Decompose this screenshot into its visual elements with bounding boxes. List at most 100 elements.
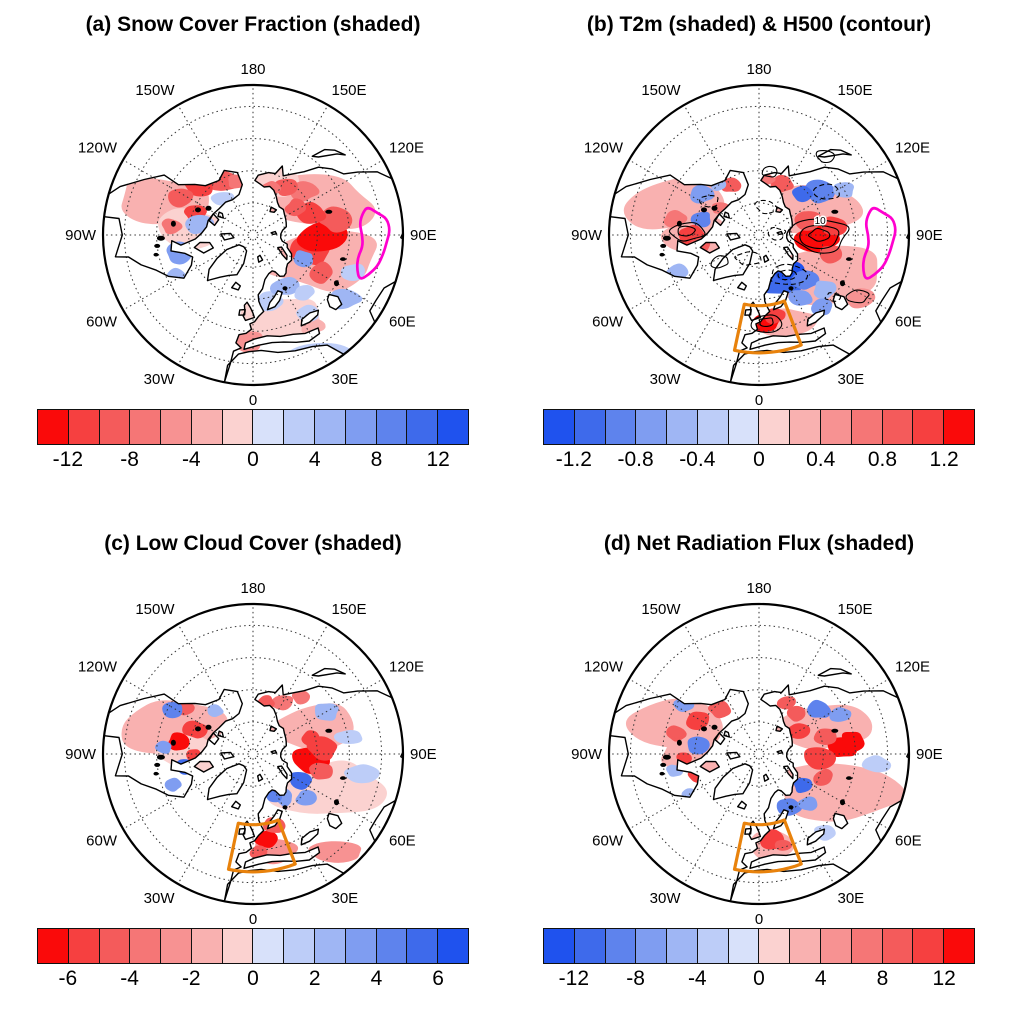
colorbar-segment xyxy=(944,929,974,963)
colorbar-segment xyxy=(68,929,100,963)
lakes xyxy=(659,724,852,810)
svg-text:150W: 150W xyxy=(641,82,681,99)
svg-text:90E: 90E xyxy=(410,746,437,763)
colorbar-segment xyxy=(821,410,852,444)
colorbar-tick-label: 4 xyxy=(370,967,383,990)
svg-text:120W: 120W xyxy=(584,659,624,676)
colorbar-tick-label: 0.8 xyxy=(867,448,898,471)
longitude-labels: 180 150W 150E 120W 120E 90W 90E 60W 60E 30W 30E 0 xyxy=(571,61,943,409)
svg-text:30E: 30E xyxy=(838,371,865,388)
colorbar-segment xyxy=(68,410,100,444)
svg-text:180: 180 xyxy=(240,61,265,78)
svg-text:90E: 90E xyxy=(916,746,943,763)
colorbar-segment xyxy=(130,410,162,444)
colorbar-segment xyxy=(345,929,377,963)
svg-text:120W: 120W xyxy=(78,140,118,157)
colorbar-segment xyxy=(38,410,69,444)
svg-text:150W: 150W xyxy=(135,601,175,618)
polar-map-svg: 180 150W 150E 120W 120E 90W 90E 60W 60E 30W 30E 0 xyxy=(65,580,437,928)
panel-d: (d) Net Radiation Flux (shaded) 180 150W 1… xyxy=(506,505,1012,1014)
map-boundary-circle xyxy=(607,602,911,906)
colorbar-segment xyxy=(790,929,822,963)
svg-text:150E: 150E xyxy=(838,82,873,99)
contour-label: 10 xyxy=(815,216,827,227)
svg-text:120E: 120E xyxy=(389,659,424,676)
h500-contours-positive xyxy=(668,149,870,333)
panel-title-a: (a) Snow Cover Fraction (shaded) xyxy=(85,13,421,36)
svg-text:90E: 90E xyxy=(410,227,437,244)
longitude-labels: 180 150W 150E 120W 120E 90W 90E 60W 60E 30W 30E 0 xyxy=(571,580,943,928)
coastlines xyxy=(102,667,404,902)
colorbar-segment xyxy=(191,410,223,444)
svg-text:0: 0 xyxy=(249,911,257,926)
colorbar-segment xyxy=(544,410,575,444)
colorbar-segment xyxy=(544,929,575,963)
colorbar-tick-label: 6 xyxy=(432,967,444,990)
lakes xyxy=(153,724,346,810)
colorbar-bar xyxy=(37,409,469,445)
colorbar-segment xyxy=(667,929,698,963)
panel-title-c: (c) Low Cloud Cover (shaded) xyxy=(104,532,402,555)
svg-text:120E: 120E xyxy=(895,140,930,157)
colorbar-segment xyxy=(667,410,698,444)
colorbar-segment xyxy=(851,410,883,444)
svg-text:60W: 60W xyxy=(86,314,118,331)
svg-text:90W: 90W xyxy=(65,227,97,244)
colorbar-tick-label: -0.4 xyxy=(679,448,716,471)
lakes xyxy=(153,205,346,291)
colorbar-segment xyxy=(161,410,192,444)
colorbar-segment xyxy=(376,929,408,963)
colorbar-tick-label: -6 xyxy=(58,967,78,990)
europe-box xyxy=(732,299,803,355)
svg-text:90E: 90E xyxy=(916,227,943,244)
svg-text:0: 0 xyxy=(249,392,257,407)
colorbar-segment xyxy=(636,410,668,444)
colorbar-segment xyxy=(851,929,883,963)
coastlines xyxy=(608,148,910,383)
svg-text:30W: 30W xyxy=(650,890,682,907)
colorbar-segment xyxy=(191,929,223,963)
colorbar-tick-label: 8 xyxy=(370,448,383,471)
colorbar-tick-label: -8 xyxy=(626,967,645,990)
svg-text:60W: 60W xyxy=(592,314,624,331)
colorbar-bar xyxy=(37,928,469,964)
colorbar-segment xyxy=(574,929,606,963)
colorbar-d: -12 -8 -4 0 4 8 12 xyxy=(543,928,975,992)
svg-text:30W: 30W xyxy=(650,371,682,388)
polar-map-svg: 180 150W 150E 120W 120E 90W 90E 60W 60E 30W 30E 0 xyxy=(571,580,943,928)
colorbar-tick-label: 2 xyxy=(308,967,321,990)
colorbar-segment xyxy=(605,410,637,444)
colorbar-segment xyxy=(882,410,914,444)
colorbar-segment xyxy=(728,410,760,444)
panel-c: (c) Low Cloud Cover (shaded) 180 150W 150E… xyxy=(0,505,506,1014)
map-boundary-circle xyxy=(607,83,911,387)
svg-text:0: 0 xyxy=(755,911,763,926)
colorbar-segment xyxy=(913,410,945,444)
colorbar-segment xyxy=(376,410,408,444)
svg-text:0: 0 xyxy=(755,392,763,407)
panel-a: (a) Snow Cover Fraction (shaded) 180 150W… xyxy=(0,0,506,505)
colorbar-segment xyxy=(315,929,346,963)
svg-text:120W: 120W xyxy=(78,659,118,676)
svg-text:30E: 30E xyxy=(332,890,359,907)
colorbar-segment xyxy=(438,410,468,444)
panel-title-d: (d) Net Radiation Flux (shaded) xyxy=(603,532,915,555)
svg-text:150E: 150E xyxy=(332,82,367,99)
colorbar-tick-label: -4 xyxy=(120,967,139,990)
colorbar-tick-label: -0.8 xyxy=(617,448,654,471)
longitude-labels: 180 150W 150E 120W 120E 90W 90E 60W 60E 30W 30E 0 xyxy=(65,61,437,409)
colorbar-segment xyxy=(99,929,131,963)
colorbar-c: -6 -4 -2 0 2 4 6 xyxy=(37,928,469,992)
svg-text:30E: 30E xyxy=(332,371,359,388)
colorbar-tick-label: 12 xyxy=(932,967,956,990)
colorbar-segment xyxy=(944,410,974,444)
svg-text:120E: 120E xyxy=(895,659,930,676)
colorbar-ticks: -1.2 -0.8 -0.4 0 0.4 0.8 1.2 xyxy=(543,445,975,473)
h500-contours-negative xyxy=(699,183,842,302)
colorbar-segment xyxy=(790,410,822,444)
colorbar-segment xyxy=(222,410,254,444)
colorbar-tick-label: -12 xyxy=(52,448,84,471)
svg-text:60E: 60E xyxy=(389,314,416,331)
panel-title-b: (b) T2m (shaded) & H500 (contour) xyxy=(586,13,932,36)
